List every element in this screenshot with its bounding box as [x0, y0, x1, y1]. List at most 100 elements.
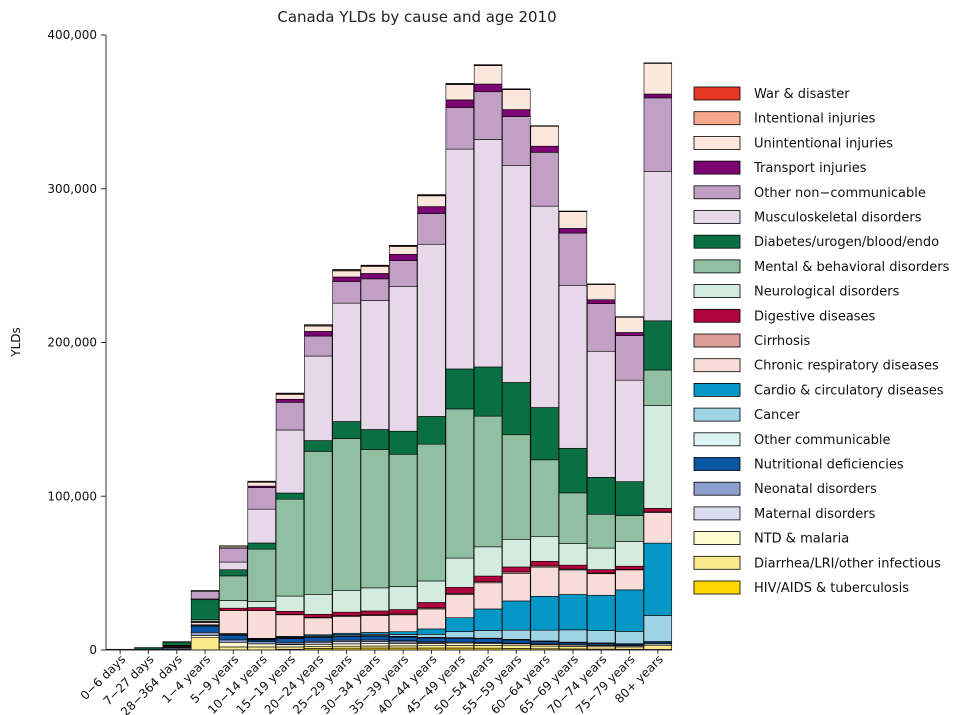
legend-swatch [693, 160, 741, 175]
bar-segment [643, 512, 673, 544]
bar-segment [643, 62, 673, 95]
legend-label: War & disaster [754, 87, 850, 102]
legend-swatch [693, 457, 741, 471]
bar-segment [417, 602, 446, 609]
bar-segment [530, 645, 559, 650]
bar-segment [304, 637, 333, 642]
legend-item: Cardio & circulatory diseases [693, 382, 944, 398]
bar-segment [502, 382, 531, 436]
bar-segment [643, 320, 673, 371]
bar-segment [530, 205, 559, 408]
bar-segment [558, 646, 588, 650]
bar-segment [587, 547, 616, 570]
bar-stack [643, 62, 673, 651]
bar-segment [332, 438, 361, 591]
bar-segment [502, 566, 531, 573]
legend-label: Cardio & circulatory diseases [754, 383, 944, 398]
bar-stack [530, 125, 559, 651]
bar-segment [304, 331, 333, 337]
bar-segment [502, 165, 531, 383]
bar-segment [304, 325, 333, 332]
legend-item: Transport injuries [693, 160, 867, 176]
chart-title: Canada YLDs by cause and age 2010 [277, 8, 556, 26]
bar-segment [275, 394, 305, 400]
legend-swatch [693, 210, 741, 224]
bar-segment [360, 635, 390, 641]
bar-segment [530, 560, 559, 567]
bar-segment [388, 631, 418, 635]
bar-segment [558, 232, 588, 286]
bar-segment [473, 630, 503, 639]
bar-segment [332, 643, 361, 647]
bar-segment [388, 643, 418, 647]
bar-segment [134, 647, 163, 650]
bar-segment [615, 316, 644, 333]
bar-segment [587, 513, 616, 549]
bar-segment [275, 646, 305, 650]
bar-segment [445, 368, 474, 410]
bar-segment [388, 636, 418, 642]
bar-segment [417, 416, 446, 445]
bar-stack [502, 88, 531, 651]
y-axis: 0 100,000 200,000 300,000 400,000 [47, 28, 107, 657]
bar-segment [332, 636, 361, 641]
bar-segment [360, 643, 390, 647]
bar-segment [219, 634, 248, 641]
bar-segment [304, 594, 333, 615]
bar-stack [417, 194, 446, 651]
legend-item: Other non−communicable [693, 185, 926, 201]
bar-segment [247, 601, 276, 608]
bar-segment [332, 281, 361, 304]
bar-segment [417, 213, 446, 245]
bar-segment [219, 600, 248, 609]
legend-item: Nutritional deficiencies [693, 457, 904, 473]
bar-segment [304, 644, 333, 647]
bar-segment [332, 616, 361, 634]
bar-segment [643, 542, 673, 616]
bar-segment [388, 609, 418, 615]
bar-segment [587, 646, 616, 650]
bar-stack [360, 264, 390, 651]
bar-segment [473, 608, 503, 631]
bar-segment [275, 644, 305, 648]
legend-label: Chronic respiratory diseases [754, 359, 939, 374]
bar-segment [190, 637, 220, 651]
bar-stack [558, 210, 588, 651]
bar-segment [587, 303, 616, 352]
legend-label: Other non−communicable [754, 186, 926, 201]
legend-label: Digestive diseases [754, 309, 876, 324]
bar-segment [445, 408, 474, 559]
bar-segment [530, 145, 559, 153]
legend-label: Diabetes/urogen/blood/endo [754, 235, 939, 250]
bar-segment [445, 594, 474, 619]
legend-item: Digestive diseases [693, 308, 876, 324]
legend-item: Diabetes/urogen/blood/endo [693, 234, 939, 250]
bar-segment [247, 548, 276, 602]
bar-segment [388, 586, 418, 610]
legend-item: Maternal disorders [693, 506, 876, 522]
bar-segment [587, 573, 616, 596]
bar-stack [190, 590, 220, 651]
bar-segment [530, 566, 559, 597]
bar-stack [275, 392, 305, 651]
legend-label: Unintentional injuries [754, 136, 893, 151]
bar-segment [360, 429, 390, 450]
bar-segment [530, 125, 559, 147]
bar-segment [530, 629, 559, 642]
bar-stack [304, 324, 333, 651]
bar-segment [445, 631, 474, 638]
bar-segment [615, 565, 644, 570]
bar-segment [587, 569, 616, 574]
bar-segment [445, 84, 474, 101]
legend-swatch [693, 555, 741, 570]
bar-segment [445, 107, 474, 150]
bar-segment [473, 139, 503, 368]
bar-segment [558, 285, 588, 449]
legend-item: Diarrhea/LRI/other infectious [693, 555, 941, 571]
bar-segment [643, 171, 673, 322]
bar-stack [388, 245, 418, 651]
bar-segment [332, 641, 361, 645]
bar-segment [502, 572, 531, 602]
bar-segment [558, 564, 588, 570]
